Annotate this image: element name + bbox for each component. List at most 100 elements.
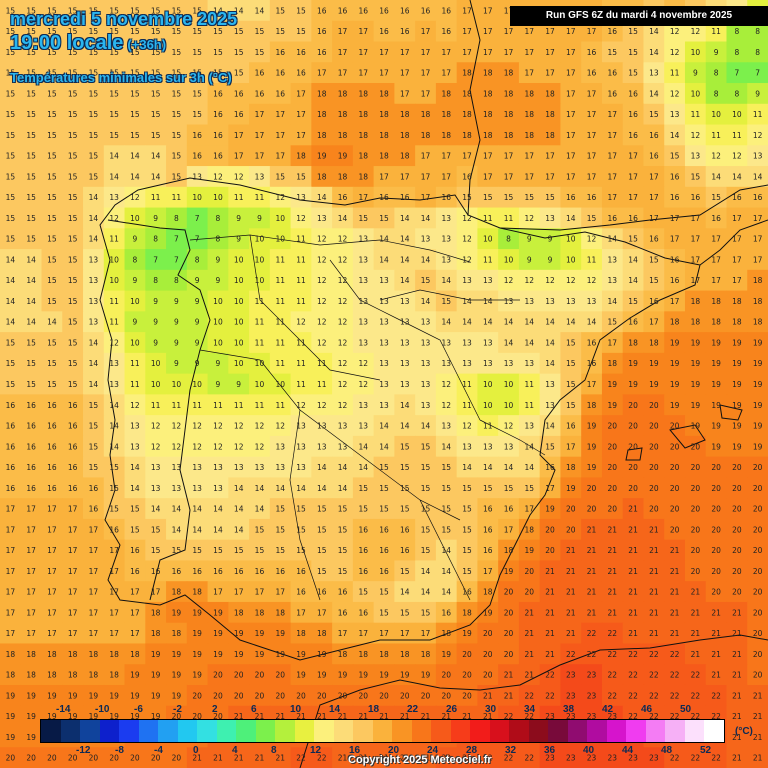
temperature-cell <box>560 415 582 437</box>
temperature-value: 19 <box>26 691 36 700</box>
temperature-cell <box>290 124 312 146</box>
temperature-cell <box>332 415 354 437</box>
temperature-value: 13 <box>317 442 327 451</box>
temperature-cell <box>311 394 333 416</box>
temperature-cell <box>435 332 458 354</box>
temperature-value: 17 <box>441 152 451 161</box>
temperature-cell <box>726 643 748 665</box>
temperature-cell <box>373 456 395 479</box>
temperature-cell <box>332 560 354 582</box>
temperature-value: 21 <box>379 754 389 763</box>
temperature-cell <box>664 103 686 126</box>
temperature-cell <box>622 622 645 645</box>
temperature-value: 17 <box>47 546 57 555</box>
temperature-value: 13 <box>109 380 119 389</box>
temperature-value: 15 <box>130 89 140 98</box>
temperature-value: 11 <box>504 214 514 223</box>
temperature-value: 16 <box>587 193 597 202</box>
temperature-value: 7 <box>195 235 200 244</box>
temperature-value: 17 <box>275 152 285 161</box>
temperature-cell <box>124 394 146 416</box>
temperature-value: 16 <box>587 359 597 368</box>
temperature-value: 17 <box>670 214 680 223</box>
temperature-value: 15 <box>213 48 223 57</box>
temperature-value: 14 <box>109 172 119 181</box>
temperature-value: 12 <box>358 359 368 368</box>
france-coast <box>467 0 768 266</box>
temperature-cell <box>498 601 520 624</box>
temperature-cell <box>415 20 437 43</box>
temperature-cell <box>581 124 603 146</box>
temperature-cell <box>622 62 645 84</box>
color-scale-swatch <box>567 720 587 742</box>
temperature-cell <box>456 601 479 624</box>
temperature-cell <box>684 684 707 707</box>
temperature-value: 10 <box>566 235 576 244</box>
temperature-cell <box>518 62 541 84</box>
temperature-cell <box>747 269 768 292</box>
temperature-cell <box>435 20 458 43</box>
temperature-cell <box>290 166 312 188</box>
temperature-value: 18 <box>462 110 472 119</box>
temperature-value: 21 <box>525 608 535 617</box>
temperature-value: 21 <box>234 754 244 763</box>
temperature-cell <box>0 20 22 43</box>
temperature-cell <box>394 415 416 437</box>
temperature-value: 14 <box>649 48 659 57</box>
color-scale-swatch <box>275 720 295 742</box>
temperature-cell <box>622 601 645 624</box>
temperature-value: 17 <box>545 27 555 36</box>
temperature-value: 14 <box>421 214 431 223</box>
temperature-value: 23 <box>566 691 576 700</box>
temperature-value: 18 <box>670 318 680 327</box>
temperature-cell <box>622 103 645 126</box>
temperature-cell <box>622 581 645 603</box>
temperature-cell <box>684 747 707 768</box>
temperature-cell <box>601 41 624 63</box>
temperature-cell <box>601 62 624 84</box>
temperature-value: 17 <box>545 172 555 181</box>
temperature-cell <box>124 415 146 437</box>
temperature-cell <box>0 352 22 375</box>
temperature-cell <box>207 518 229 541</box>
temperature-cell <box>311 83 333 105</box>
color-scale-swatch <box>392 720 412 742</box>
temperature-cell <box>705 166 728 188</box>
temperature-cell <box>41 20 63 43</box>
temperature-cell <box>103 684 126 707</box>
temperature-value: 13 <box>379 297 389 306</box>
temperature-cell <box>747 747 768 768</box>
temperature-cell <box>477 332 499 354</box>
temperature-value: 14 <box>566 318 576 327</box>
temperature-cell <box>352 415 375 437</box>
temperature-cell <box>601 332 624 354</box>
temperature-cell <box>560 560 582 582</box>
temperature-cell <box>581 352 603 375</box>
temperature-cell <box>373 747 395 768</box>
temperature-value: 15 <box>109 69 119 78</box>
temperature-cell <box>539 103 562 126</box>
temperature-value: 15 <box>317 546 327 555</box>
temperature-value: 13 <box>525 359 535 368</box>
temperature-cell <box>435 394 458 416</box>
temperature-cell <box>705 435 728 458</box>
temperature-cell <box>643 560 665 582</box>
temperature-value: 22 <box>649 650 659 659</box>
temperature-cell <box>124 435 146 458</box>
temperature-cell <box>601 269 624 292</box>
temperature-value: 19 <box>89 691 99 700</box>
temperature-value: 19 <box>670 401 680 410</box>
temperature-value: 20 <box>691 463 701 472</box>
temperature-cell <box>518 373 541 395</box>
temperature-value: 15 <box>172 546 182 555</box>
temperature-value: 14 <box>483 297 493 306</box>
temperature-cell <box>373 145 395 167</box>
temperature-value: 12 <box>441 380 451 389</box>
temperature-value: 12 <box>151 442 161 451</box>
temperature-value: 18 <box>628 338 638 347</box>
temperature-value: 11 <box>275 297 285 306</box>
temperature-cell <box>311 747 333 768</box>
temperature-cell <box>394 103 416 126</box>
temperature-cell <box>705 332 728 354</box>
temperature-value: 15 <box>89 89 99 98</box>
